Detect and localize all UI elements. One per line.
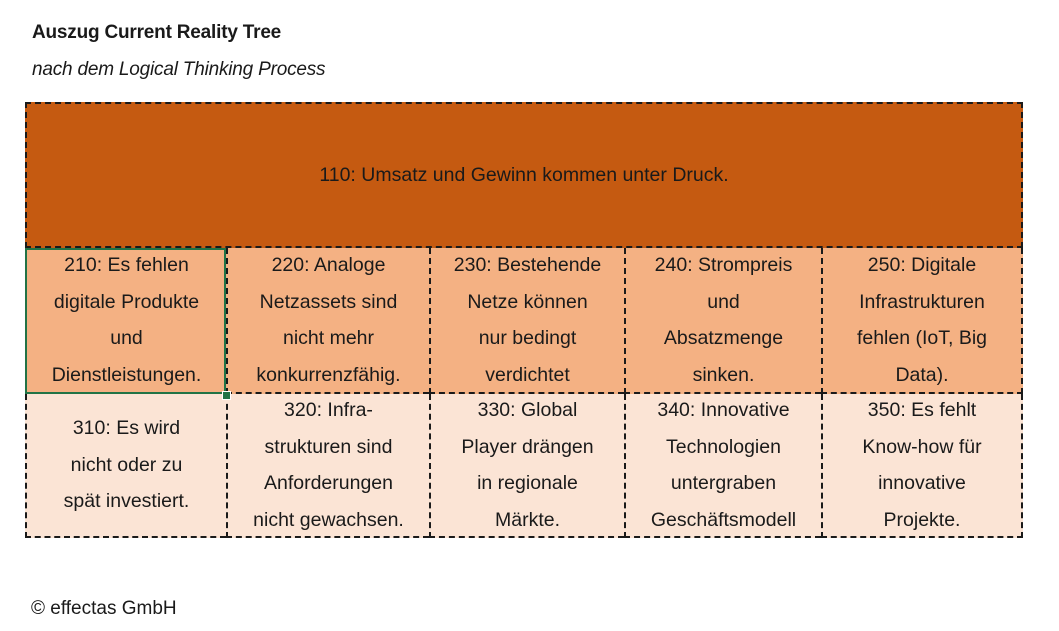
current-reality-tree-grid: 110: Umsatz und Gewinn kommen unter Druc… bbox=[25, 102, 1023, 538]
node-line: Data). bbox=[895, 363, 949, 386]
node-line: Projekte. bbox=[883, 508, 961, 531]
node-line: Anforderungen bbox=[263, 472, 394, 494]
node-230[interactable]: 230: Bestehende Netze können nur bedingt… bbox=[429, 248, 624, 394]
selection-fill-handle[interactable] bbox=[222, 391, 231, 400]
node-line: Geschäftsmodell bbox=[650, 508, 797, 531]
node-line: 250: Digitale bbox=[867, 254, 977, 276]
node-310[interactable]: 310: Es wird nicht oder zu spät investie… bbox=[25, 394, 226, 538]
node-line: 230: Bestehende bbox=[453, 254, 602, 276]
node-330[interactable]: 330: Global Player drängen in regionale … bbox=[429, 394, 624, 538]
node-line: Märkte. bbox=[494, 508, 560, 531]
node-line: 340: Innovative bbox=[657, 399, 790, 421]
node-250[interactable]: 250: Digitale Infrastrukturen fehlen (Io… bbox=[821, 248, 1023, 394]
node-line: nicht gewachsen. bbox=[253, 508, 404, 531]
node-line: sinken. bbox=[692, 363, 755, 386]
node-110-text: 110: Umsatz und Gewinn kommen unter Druc… bbox=[319, 163, 729, 186]
copyright-footer: © effectas GmbH bbox=[31, 598, 177, 619]
diagram-title: Auszug Current Reality Tree bbox=[32, 22, 282, 43]
node-350[interactable]: 350: Es fehlt Know-how für innovative Pr… bbox=[821, 394, 1023, 538]
node-line: Dienstleistungen. bbox=[51, 363, 202, 386]
node-line: Infrastrukturen bbox=[859, 290, 985, 313]
node-line: und bbox=[110, 327, 143, 349]
node-line: konkurrenzfähig. bbox=[256, 363, 401, 386]
diagram-subtitle: nach dem Logical Thinking Process bbox=[32, 59, 326, 80]
node-line: Know-how für bbox=[862, 435, 982, 458]
node-line: digitale Produkte bbox=[53, 290, 200, 313]
node-line: spät investiert. bbox=[63, 490, 190, 513]
node-line: 330: Global bbox=[477, 399, 578, 421]
node-line: Absatzmenge bbox=[663, 327, 784, 349]
node-line: fehlen (IoT, Big bbox=[856, 327, 988, 349]
node-line: in regionale bbox=[477, 472, 578, 494]
node-line: Netzassets sind bbox=[259, 290, 398, 313]
node-110[interactable]: 110: Umsatz und Gewinn kommen unter Druc… bbox=[25, 102, 1023, 248]
node-line: 320: Infra- bbox=[284, 399, 373, 421]
node-line: verdichtet bbox=[485, 363, 570, 386]
node-line: strukturen sind bbox=[264, 435, 393, 458]
node-220[interactable]: 220: Analoge Netzassets sind nicht mehr … bbox=[226, 248, 429, 394]
node-line: und bbox=[707, 290, 740, 313]
node-320[interactable]: 320: Infra- strukturen sind Anforderunge… bbox=[226, 394, 429, 538]
node-340[interactable]: 340: Innovative Technologien untergraben… bbox=[624, 394, 821, 538]
node-line: nur bedingt bbox=[478, 327, 577, 349]
node-line: 310: Es wird bbox=[72, 417, 181, 440]
node-line: innovative bbox=[878, 472, 966, 494]
node-line: Player drängen bbox=[461, 435, 594, 458]
node-line: 220: Analoge bbox=[271, 254, 386, 276]
node-line: nicht oder zu bbox=[70, 453, 183, 476]
node-line: 210: Es fehlen bbox=[64, 254, 189, 276]
node-210[interactable]: 210: Es fehlen digitale Produkte und Die… bbox=[25, 248, 226, 394]
node-240[interactable]: 240: Strompreis und Absatzmenge sinken. bbox=[624, 248, 821, 394]
node-line: nicht mehr bbox=[282, 327, 375, 349]
node-line: 350: Es fehlt bbox=[867, 399, 977, 421]
node-line: untergraben bbox=[670, 472, 777, 494]
node-line: Netze können bbox=[467, 290, 588, 313]
node-line: Technologien bbox=[666, 435, 781, 458]
node-line: 240: Strompreis bbox=[654, 254, 793, 276]
